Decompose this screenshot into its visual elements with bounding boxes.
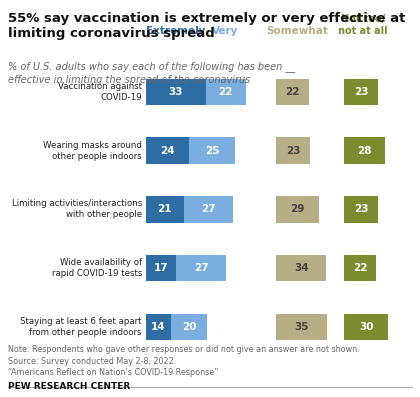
FancyBboxPatch shape [146,79,205,105]
Text: PEW RESEARCH CENTER: PEW RESEARCH CENTER [8,382,131,391]
FancyBboxPatch shape [146,314,171,340]
FancyBboxPatch shape [344,196,378,223]
Text: 28: 28 [357,146,372,156]
Text: 23: 23 [354,87,368,97]
FancyBboxPatch shape [189,137,235,164]
Text: Note: Respondents who gave other responses or did not give an answer are not sho: Note: Respondents who gave other respons… [8,345,360,377]
FancyBboxPatch shape [344,137,385,164]
Text: 14: 14 [151,322,165,332]
Text: Not too/
not at all: Not too/ not at all [338,14,388,36]
FancyBboxPatch shape [276,314,328,340]
Text: 22: 22 [285,87,300,97]
Text: Extremely: Extremely [146,26,205,36]
Text: % of U.S. adults who say each of the following has been __
effective in limiting: % of U.S. adults who say each of the fol… [8,62,296,85]
Text: 25: 25 [205,146,219,156]
Text: 24: 24 [160,146,175,156]
FancyBboxPatch shape [146,196,184,223]
Text: 34: 34 [294,263,309,273]
Text: Staying at least 6 feet apart
from other people indoors: Staying at least 6 feet apart from other… [21,317,142,337]
Text: Very: Very [213,26,239,36]
Text: 33: 33 [168,87,183,97]
Text: 27: 27 [201,204,215,214]
Text: 20: 20 [182,322,197,332]
Text: 22: 22 [218,87,233,97]
Text: 17: 17 [154,263,168,273]
Text: 23: 23 [286,146,300,156]
FancyBboxPatch shape [344,314,388,340]
Text: 27: 27 [194,263,208,273]
FancyBboxPatch shape [146,137,189,164]
FancyBboxPatch shape [344,255,376,281]
FancyBboxPatch shape [171,314,207,340]
Text: Wide availability of
rapid COVID-19 tests: Wide availability of rapid COVID-19 test… [52,258,142,278]
Text: Somewhat: Somewhat [266,26,328,36]
Text: Limiting activities/interactions
with other people: Limiting activities/interactions with ot… [12,199,142,220]
Text: Wearing masks around
other people indoors: Wearing masks around other people indoor… [43,141,142,161]
Text: 35: 35 [295,322,309,332]
Text: 29: 29 [290,204,305,214]
Text: 23: 23 [354,204,368,214]
Text: 22: 22 [353,263,368,273]
Text: Vaccination against
COVID-19: Vaccination against COVID-19 [58,82,142,102]
Text: 55% say vaccination is extremely or very effective at
limiting coronavirus sprea: 55% say vaccination is extremely or very… [8,12,406,40]
FancyBboxPatch shape [276,255,326,281]
FancyBboxPatch shape [276,137,310,164]
FancyBboxPatch shape [276,79,309,105]
Text: 30: 30 [359,322,373,332]
FancyBboxPatch shape [146,255,176,281]
FancyBboxPatch shape [276,196,319,223]
FancyBboxPatch shape [344,79,378,105]
FancyBboxPatch shape [205,79,246,105]
FancyBboxPatch shape [184,196,233,223]
Text: 21: 21 [158,204,172,214]
FancyBboxPatch shape [176,255,226,281]
